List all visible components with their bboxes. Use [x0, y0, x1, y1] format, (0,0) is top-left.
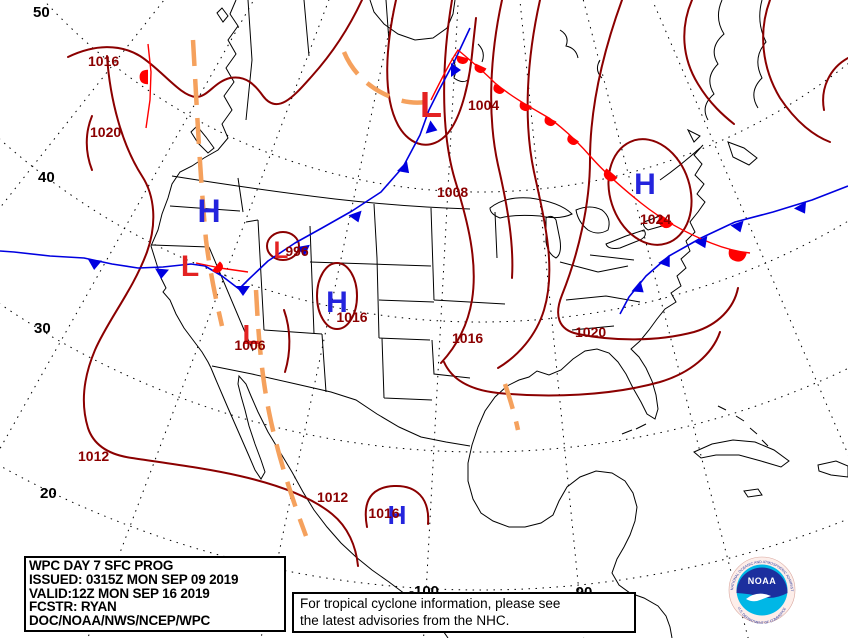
- isobar-line: [82, 55, 359, 567]
- isobar-label: 1020: [575, 324, 606, 340]
- product-title: WPC DAY 7 SFC PROG: [29, 558, 174, 573]
- state-borders: [151, 0, 641, 401]
- center-pressure-value: 1006: [234, 337, 265, 353]
- isobar-line: [497, 0, 551, 369]
- latitude-label: 40: [38, 169, 55, 186]
- isobar-line: [762, 0, 831, 143]
- high-center-symbol: H: [326, 286, 348, 319]
- isobar-line: [386, 0, 477, 146]
- low-center-symbol: L: [274, 237, 289, 264]
- center-pressure-value: 1016: [336, 309, 367, 325]
- product-info-box: WPC DAY 7 SFC PROG ISSUED: 0315Z MON SEP…: [24, 556, 286, 632]
- jamaica: [743, 488, 763, 498]
- vancouver-island: [190, 7, 229, 154]
- lake-superior: [489, 197, 573, 219]
- isobar-line: [67, 0, 363, 105]
- bahamas-florida-keys: [621, 405, 769, 447]
- high-center-symbol: H: [634, 168, 656, 201]
- us-mexico-border: [211, 365, 471, 447]
- fronts: [0, 27, 848, 315]
- center-pressure-value: 996: [285, 243, 309, 259]
- trough-line: [502, 383, 521, 431]
- isobar-label: 1012: [317, 489, 348, 505]
- troughs: [190, 39, 521, 537]
- isobar-line: [283, 309, 291, 373]
- latitude-label: 30: [34, 320, 51, 337]
- isobar-line: [557, 0, 739, 341]
- isobar-labels: 1016 1020 1004 1008 1024 1016 1020 1012 …: [78, 53, 671, 505]
- trough-line: [341, 51, 426, 105]
- isobar-line: [85, 115, 93, 171]
- hudson-bay: [369, 0, 456, 41]
- high-center-symbol: H: [197, 193, 220, 229]
- isobar-line: [822, 57, 848, 111]
- issued-line: ISSUED: 0315Z MON SEP 09 2019: [29, 571, 239, 587]
- low-center-symbol: L: [181, 250, 199, 283]
- noaa-logo-sky: [736, 567, 788, 598]
- low-center-symbol: L: [242, 319, 259, 350]
- isobar-closed-996: [266, 231, 300, 261]
- cuba: [693, 439, 790, 468]
- center-pressure-value: 1016: [368, 505, 399, 521]
- noaa-logo: NOAA NATIONAL OCEANIC AND ATMOSPHERIC AD…: [728, 556, 796, 625]
- isobar-label: 1012: [78, 448, 109, 464]
- canadian-lakes: [451, 29, 603, 83]
- isobar-label: 1024: [640, 211, 671, 227]
- us-canada-border: [171, 175, 471, 210]
- isobar-label: 1016: [452, 330, 483, 346]
- high-center-symbol: H: [388, 500, 407, 530]
- isobar-closed-1016-mexico: [364, 484, 430, 528]
- valid-line: VALID:12Z MON SEP 16 2019: [29, 585, 210, 601]
- atlantic-gulf-coastline: [467, 144, 706, 638]
- forecaster-line: FCSTR: RYAN: [29, 599, 117, 615]
- isobar-line: [490, 0, 514, 279]
- isobar-label: 1008: [437, 184, 468, 200]
- low-center-symbol: L: [420, 84, 442, 125]
- isobar-line: [443, 331, 721, 397]
- quebec-labrador-coast: [659, 0, 767, 181]
- warm-front-pips: [139, 55, 747, 273]
- latitude-label: 50: [33, 4, 50, 21]
- warm-front-line: [145, 43, 152, 129]
- isobar-line: [683, 0, 735, 125]
- noaa-logo-acronym: NOAA: [748, 576, 777, 586]
- cold-front-line: [0, 27, 471, 290]
- agency-line: DOC/NOAA/NWS/NCEP/WPC: [29, 613, 211, 629]
- tropical-advisory-box: For tropical cyclone information, please…: [292, 592, 636, 633]
- hispaniola: [817, 460, 848, 478]
- isobar-label: 1004: [468, 97, 499, 113]
- isobar-label: 1016: [88, 53, 119, 69]
- noaa-logo-seagull: [746, 593, 771, 602]
- lake-huron: [575, 206, 610, 234]
- advisory-line: For tropical cyclone information, please…: [300, 596, 561, 611]
- trough-line: [253, 289, 309, 537]
- isobar-label: 1020: [90, 124, 121, 140]
- isobar-line: [440, 0, 475, 364]
- trough-line: [190, 39, 225, 327]
- advisory-line: the latest advisories from the NHC.: [300, 612, 510, 628]
- isobars: [67, 0, 848, 567]
- isobar-closed-1024: [607, 138, 693, 246]
- pressure-centers: H L L L H L H H 996 1006 1016 1016: [181, 84, 656, 530]
- cold-front-pips: [88, 63, 807, 296]
- latitude-label: 20: [40, 485, 57, 502]
- geography: [150, 0, 848, 638]
- isobar-closed-1016: [316, 262, 358, 330]
